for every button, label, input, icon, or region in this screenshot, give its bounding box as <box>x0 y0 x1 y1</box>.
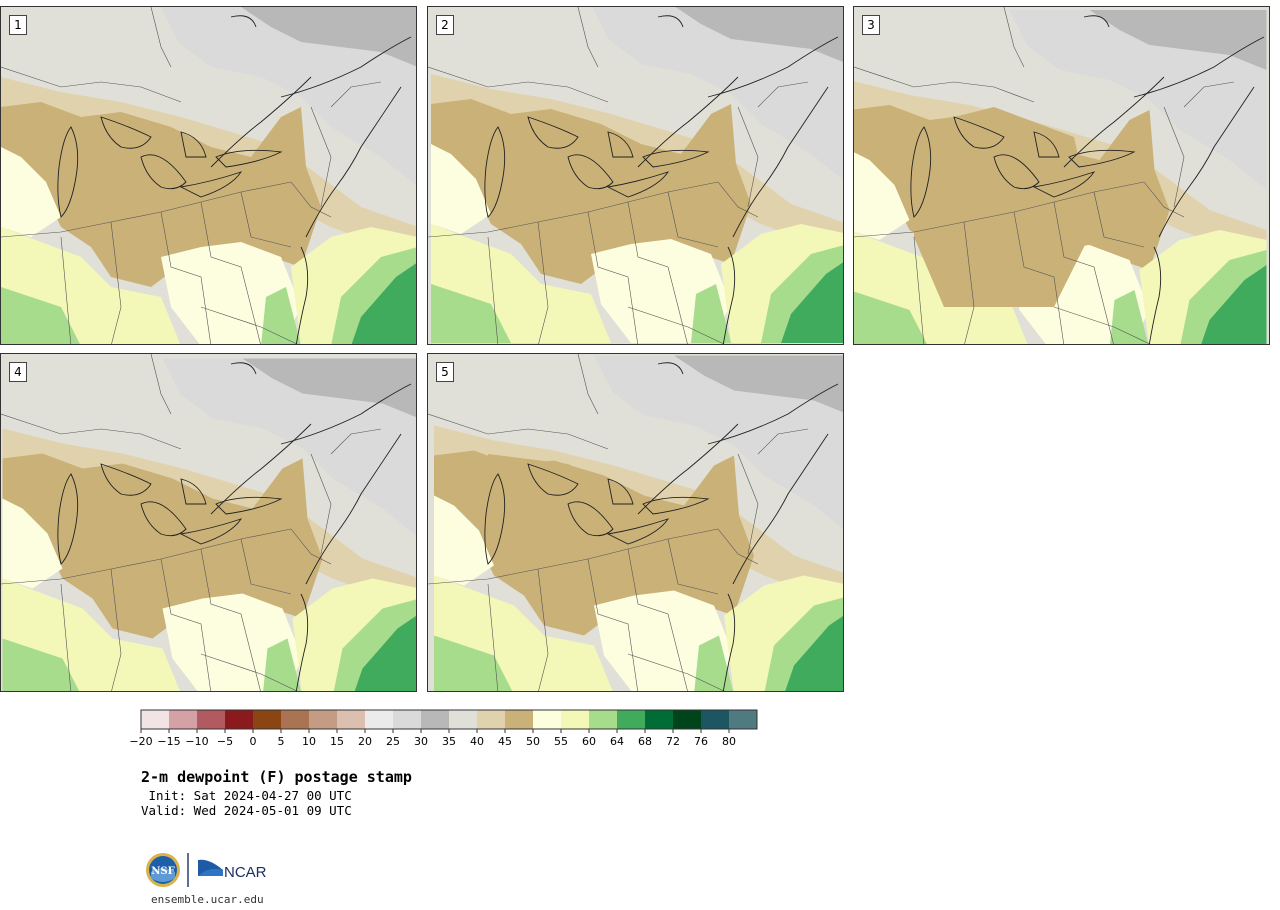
colorbar-swatch <box>197 710 225 729</box>
colorbar: −20 −15 −10 −5 0 5 10 15 20 25 30 35 40 45 50 55 60 64 68 7… <box>130 709 758 748</box>
dewpoint-map <box>428 7 843 344</box>
logos: NSF NCAR <box>146 853 267 887</box>
svg-text:NCAR: NCAR <box>224 864 267 881</box>
site-url: ensemble.ucar.edu <box>151 893 264 906</box>
colorbar-swatch <box>673 710 701 729</box>
colorbar-swatch <box>645 710 673 729</box>
colorbar-swatch <box>449 710 477 729</box>
colorbar-tick-label: 35 <box>442 735 456 748</box>
colorbar-tick-label: 60 <box>582 735 596 748</box>
member-panel-2: 2 <box>427 6 844 345</box>
figure-caption: 2-m dewpoint (F) postage stamp Init: Sat… <box>141 768 412 818</box>
colorbar-tick-label: −10 <box>185 735 208 748</box>
colorbar-tick-label: −20 <box>130 735 153 748</box>
colorbar-tick-label: 5 <box>278 735 285 748</box>
colorbar-tick-label: 20 <box>358 735 372 748</box>
colorbar-swatch <box>505 710 533 729</box>
figure-title: 2-m dewpoint (F) postage stamp <box>141 768 412 786</box>
colorbar-tick-label: −15 <box>157 735 180 748</box>
dewpoint-map <box>1 7 416 344</box>
colorbar-swatch <box>365 710 393 729</box>
ncar-logo-icon: NCAR <box>198 859 267 881</box>
dewpoint-map <box>1 354 416 691</box>
colorbar-tick-label: 72 <box>666 735 680 748</box>
colorbar-tick-label: 76 <box>694 735 708 748</box>
dewpoint-map <box>854 7 1269 344</box>
colorbar-swatch <box>393 710 421 729</box>
member-number-label: 5 <box>436 362 454 382</box>
colorbar-swatch <box>617 710 645 729</box>
member-number-label: 2 <box>436 15 454 35</box>
member-panel-1: 1 <box>0 6 417 345</box>
member-panel-3: 3 <box>853 6 1270 345</box>
colorbar-tick-label: 40 <box>470 735 484 748</box>
init-time: Init: Sat 2024-04-27 00 UTC <box>141 788 352 803</box>
colorbar-tick-label: 45 <box>498 735 512 748</box>
member-number-label: 3 <box>862 15 880 35</box>
colorbar-tick-label: 64 <box>610 735 624 748</box>
colorbar-swatch <box>533 710 561 729</box>
member-number-label: 1 <box>9 15 27 35</box>
colorbar-swatch <box>729 710 757 729</box>
colorbar-tick-label: 80 <box>722 735 736 748</box>
colorbar-swatch <box>225 710 253 729</box>
svg-text:NSF: NSF <box>151 866 174 877</box>
colorbar-tick-label: 25 <box>386 735 400 748</box>
colorbar-tick-label: 30 <box>414 735 428 748</box>
colorbar-tick-label: 15 <box>330 735 344 748</box>
member-panel-5: 5 <box>427 353 844 692</box>
dewpoint-map <box>428 354 843 691</box>
colorbar-tick-label: 0 <box>250 735 257 748</box>
colorbar-swatch <box>561 710 589 729</box>
member-panel-4: 4 <box>0 353 417 692</box>
colorbar-swatch <box>253 710 281 729</box>
colorbar-swatch <box>309 710 337 729</box>
valid-time: Valid: Wed 2024-05-01 09 UTC <box>141 803 352 818</box>
colorbar-tick-label: 55 <box>554 735 568 748</box>
colorbar-swatch <box>337 710 365 729</box>
member-number-label: 4 <box>9 362 27 382</box>
colorbar-swatch <box>589 710 617 729</box>
nsf-logo-icon: NSF <box>146 853 180 887</box>
colorbar-swatch <box>421 710 449 729</box>
colorbar-tick-label: −5 <box>217 735 233 748</box>
colorbar-tick-label: 50 <box>526 735 540 748</box>
colorbar-swatch <box>169 710 197 729</box>
colorbar-swatch <box>281 710 309 729</box>
colorbar-swatch <box>477 710 505 729</box>
colorbar-swatch <box>141 710 169 729</box>
colorbar-tick-label: 68 <box>638 735 652 748</box>
colorbar-tick-label: 10 <box>302 735 316 748</box>
colorbar-swatch <box>701 710 729 729</box>
